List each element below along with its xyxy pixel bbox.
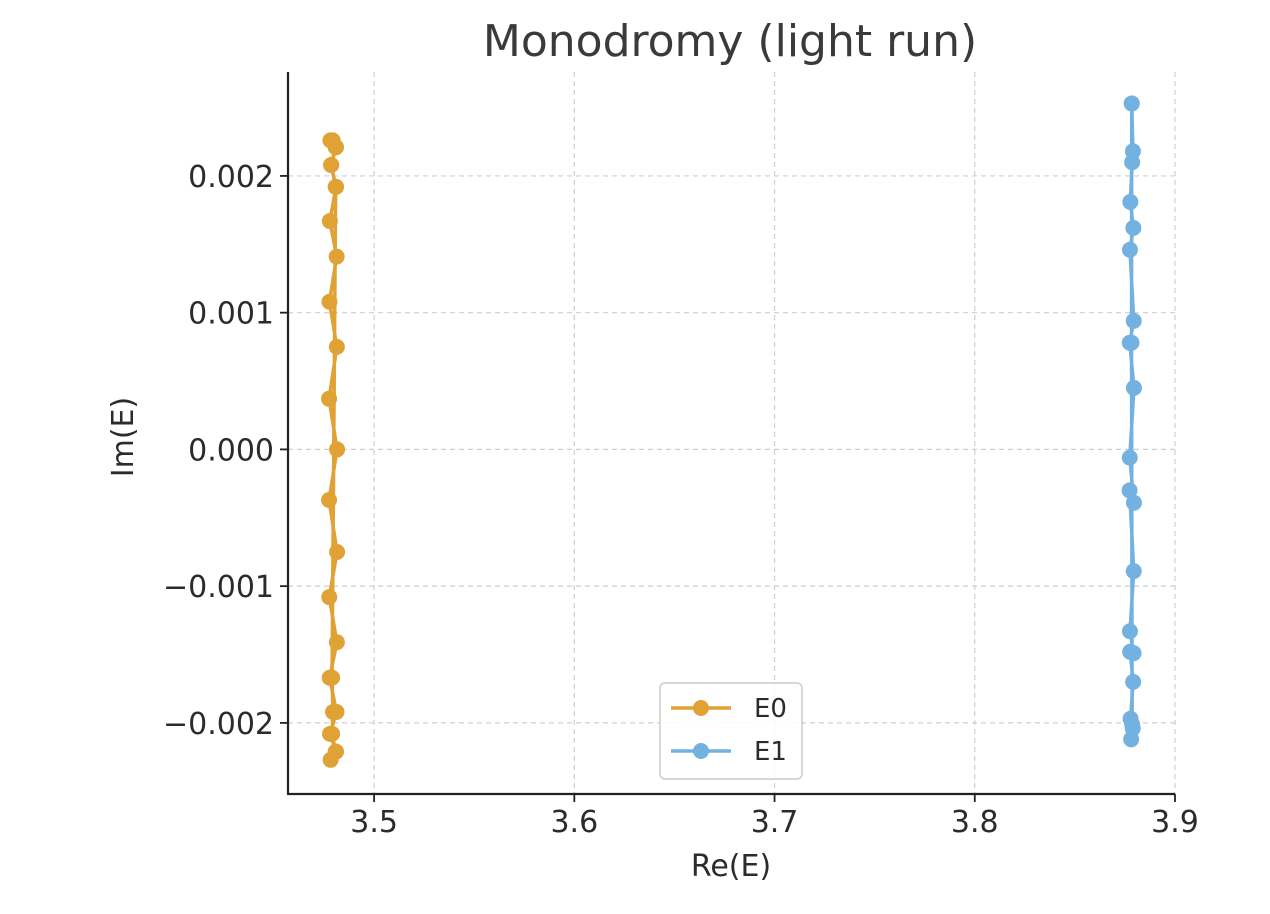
x-tick-label: 3.7 (751, 805, 799, 840)
data-point-e0 (321, 589, 338, 606)
data-point-e0 (324, 669, 341, 686)
data-point-e1 (1125, 563, 1142, 580)
data-point-e1 (1122, 193, 1139, 210)
x-axis-label: Re(E) (691, 849, 771, 884)
data-point-e0 (328, 338, 345, 355)
data-point-e0 (325, 703, 342, 720)
y-tick-label: 0.000 (188, 433, 274, 468)
data-point-e0 (323, 156, 340, 173)
x-tick-label: 3.5 (350, 805, 398, 840)
data-point-e0 (321, 213, 338, 230)
series-e1 (1121, 95, 1142, 748)
y-tick-label: −0.001 (163, 570, 274, 605)
data-point-e1 (1121, 241, 1138, 258)
data-point-e0 (324, 725, 341, 742)
tick-layer: 3.5 3.6 3.7 3.8 3.9 0.002 0.001 0.000 −0.001 −0.0… (163, 160, 1199, 840)
x-tick-label: 3.6 (550, 805, 598, 840)
x-tick-label: 3.8 (951, 805, 999, 840)
data-point-e1 (1123, 334, 1140, 351)
data-point-e0 (321, 492, 338, 508)
data-point-e0 (329, 543, 346, 560)
legend-marker-e0 (693, 700, 709, 716)
y-tick-label: 0.002 (188, 160, 274, 195)
data-point-e1 (1121, 482, 1138, 499)
data-point-e1 (1125, 312, 1142, 329)
legend-label-e1: E1 (754, 737, 787, 767)
data-point-e1 (1121, 449, 1138, 466)
legend-marker-e1 (693, 743, 709, 759)
data-point-e0 (321, 390, 338, 407)
data-point-e0 (322, 132, 339, 149)
data-point-e1 (1124, 154, 1141, 171)
data-point-e0 (327, 178, 344, 195)
y-tick-label: 0.001 (188, 297, 274, 332)
data-point-e0 (329, 441, 346, 458)
data-point-e1 (1125, 673, 1142, 690)
legend-label-e0: E0 (754, 694, 787, 724)
chart-title: Monodromy (light run) (483, 16, 977, 67)
data-point-e1 (1125, 219, 1142, 236)
data-point-e1 (1123, 731, 1140, 748)
data-point-e0 (328, 248, 345, 265)
data-point-e1 (1125, 494, 1142, 511)
y-tick-label: −0.002 (163, 707, 274, 742)
data-point-e0 (327, 743, 344, 760)
series-layer (321, 95, 1142, 768)
series-e0 (321, 132, 346, 768)
y-axis-label: Im(E) (106, 397, 141, 477)
legend: E0 E1 (659, 682, 803, 780)
x-tick-label: 3.9 (1151, 805, 1199, 840)
data-point-e1 (1123, 95, 1140, 112)
grid-layer (288, 72, 1176, 794)
data-point-e0 (328, 634, 345, 651)
data-point-e1 (1121, 623, 1138, 640)
data-point-e1 (1124, 716, 1141, 733)
data-point-e1 (1125, 379, 1142, 396)
data-point-e0 (321, 293, 338, 310)
data-point-e1 (1122, 643, 1139, 660)
